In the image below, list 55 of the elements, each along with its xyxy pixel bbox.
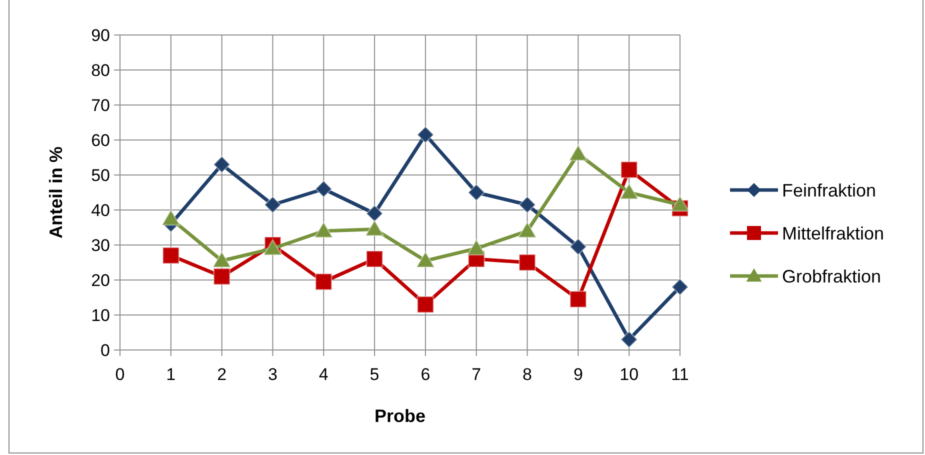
point <box>264 196 282 214</box>
x-tick-label: 8 <box>522 365 532 384</box>
x-tick-label: 9 <box>573 365 583 384</box>
legend-label: Mittelfraktion <box>782 223 884 244</box>
y-tick-label: 40 <box>91 200 110 220</box>
y-axis-title: Anteil in % <box>46 146 66 239</box>
point <box>213 268 231 286</box>
point <box>620 182 639 200</box>
x-tick-label: 0 <box>115 365 125 384</box>
point <box>620 161 638 178</box>
point <box>212 251 232 268</box>
point <box>620 330 638 348</box>
point <box>161 209 180 226</box>
point <box>314 180 332 198</box>
point <box>366 204 384 222</box>
point <box>518 221 537 238</box>
x-tick-label: 5 <box>370 365 380 384</box>
point <box>671 278 689 296</box>
point <box>569 290 587 308</box>
point <box>518 254 536 272</box>
point <box>162 246 180 264</box>
point <box>213 156 231 174</box>
x-tick-label: 11 <box>671 365 689 384</box>
point <box>670 195 690 212</box>
point <box>314 273 332 290</box>
point <box>568 144 588 162</box>
x-tick-label: 1 <box>166 365 176 384</box>
x-tick-label: 4 <box>318 365 328 384</box>
x-tick-label: 7 <box>472 365 482 384</box>
y-tick-label: 20 <box>91 270 110 290</box>
y-tick-label: 70 <box>91 96 110 115</box>
legend-label: Grobfraktion <box>782 266 882 286</box>
y-tick-label: 50 <box>91 166 110 185</box>
point <box>416 296 434 314</box>
x-tick-label: 3 <box>268 365 278 384</box>
point <box>364 220 384 236</box>
x-tick-label: 10 <box>620 365 639 384</box>
legend-label: Feinfraktion <box>782 180 876 200</box>
y-tick-label: 0 <box>100 340 110 360</box>
x-tick-label: 6 <box>420 365 430 384</box>
point <box>466 238 486 256</box>
point <box>518 196 536 214</box>
y-tick-label: 10 <box>91 306 110 325</box>
point <box>366 250 384 268</box>
y-tick-label: 60 <box>91 130 110 150</box>
point <box>416 251 436 268</box>
x-tick-label: 2 <box>217 365 227 384</box>
y-tick-label: 90 <box>91 26 110 45</box>
point <box>314 221 334 238</box>
x-axis-title: Probe <box>374 406 426 426</box>
point <box>468 184 486 202</box>
y-tick-label: 30 <box>91 236 110 255</box>
y-tick-label: 80 <box>91 60 110 80</box>
point <box>569 238 587 256</box>
point <box>416 126 434 144</box>
